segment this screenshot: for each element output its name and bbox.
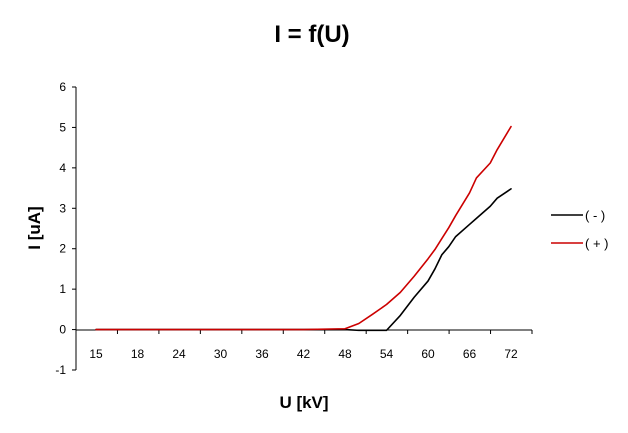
x-axis-label: U [kV]: [279, 393, 328, 412]
x-tick-label: 30: [214, 347, 228, 361]
x-tick-label: 42: [297, 347, 311, 361]
x-tick-label: 66: [463, 347, 477, 361]
legend: ( - ) ( + ): [551, 208, 608, 251]
series-line-plus: [95, 125, 512, 331]
series-line-minus: [95, 188, 512, 332]
x-tick-label: 18: [131, 347, 145, 361]
x-tick-label: 60: [421, 347, 435, 361]
x-tick-label: 72: [504, 347, 518, 361]
y-tick-label: 0: [59, 323, 66, 337]
x-tick-label: 24: [172, 347, 186, 361]
x-tick-label: 36: [255, 347, 269, 361]
y-tick-label: 4: [59, 161, 66, 175]
y-tick-label: 2: [59, 242, 66, 256]
legend-entry-label: ( - ): [585, 208, 605, 223]
x-tick-label: 54: [380, 347, 394, 361]
y-axis-label: I [uA]: [25, 206, 44, 249]
x-tick-label: 48: [338, 347, 352, 361]
axes: [75, 87, 532, 370]
y-tick-label: 5: [59, 120, 66, 134]
ticks: -1 0 1 2 3 4 5 6 15 18 24 30 36 42 48 54 60 66 72: [55, 80, 533, 377]
chart-title: I = f(U): [274, 21, 349, 48]
legend-entry-label: ( + ): [585, 236, 608, 251]
y-tick-label: 3: [59, 201, 66, 215]
x-tick-label: 15: [89, 347, 103, 361]
series-lines: [95, 125, 512, 332]
y-tick-label: 1: [59, 282, 66, 296]
y-tick-label: -1: [55, 363, 66, 377]
y-tick-label: 6: [59, 80, 66, 94]
